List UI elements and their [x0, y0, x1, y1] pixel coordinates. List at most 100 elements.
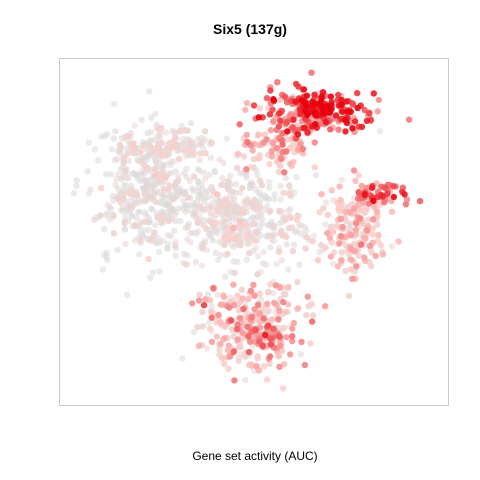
scatter-point — [381, 184, 389, 191]
scatter-point — [138, 116, 145, 124]
scatter-point — [234, 336, 241, 343]
scatter-point — [230, 348, 237, 356]
scatter-point — [153, 240, 161, 247]
scatter-point — [233, 164, 241, 171]
scatter-point — [264, 289, 272, 296]
scatter-point — [290, 116, 297, 123]
scatter-point — [246, 250, 253, 257]
scatter-point — [103, 170, 110, 178]
scatter-point — [270, 96, 277, 103]
scatter-point — [239, 329, 246, 336]
scatter-point — [196, 156, 203, 164]
scatter-point — [104, 209, 111, 217]
scatter-point — [180, 197, 187, 204]
scatter-point — [405, 116, 413, 123]
scatter-point — [321, 303, 329, 310]
scatter-point — [189, 300, 196, 307]
scatter-point — [97, 212, 104, 219]
scatter-point — [303, 311, 310, 319]
scatter-point — [369, 231, 376, 238]
scatter-point — [227, 353, 234, 360]
scatter-point — [152, 110, 159, 117]
scatter-point — [206, 217, 213, 224]
scatter-point — [298, 338, 305, 346]
scatter-point — [329, 260, 337, 267]
scatter-point — [114, 246, 121, 254]
scatter-point — [124, 150, 132, 157]
scatter-point — [190, 173, 198, 180]
scatter-point — [285, 224, 293, 232]
scatter-point — [374, 237, 382, 244]
scatter-point — [370, 197, 377, 205]
scatter-point — [242, 377, 249, 384]
scatter-point — [339, 223, 346, 231]
scatter-point — [202, 296, 209, 303]
scatter-point — [256, 105, 264, 112]
scatter-point — [370, 90, 377, 97]
scatter-point — [238, 286, 246, 293]
scatter-point — [275, 123, 283, 130]
scatter-point — [266, 360, 273, 367]
scatter-point — [166, 182, 173, 189]
scatter-point — [282, 174, 289, 182]
scatter-point — [187, 238, 194, 246]
x-axis-label: Gene set activity (AUC) — [192, 449, 318, 463]
scatter-point — [110, 100, 118, 107]
scatter-point — [384, 190, 391, 197]
scatter-point — [390, 193, 398, 201]
scatter-point — [252, 326, 259, 334]
scatter-point — [308, 300, 316, 308]
scatter-point — [103, 249, 110, 256]
scatter-point — [141, 218, 149, 225]
scatter-point — [199, 245, 206, 252]
scatter-point — [230, 281, 237, 288]
scatter-point — [263, 136, 270, 143]
scatter-point — [366, 109, 373, 116]
scatter-point — [139, 177, 147, 184]
scatter-point — [312, 172, 320, 179]
scatter-point — [287, 191, 294, 199]
scatter-point — [342, 128, 349, 135]
scatter-point — [141, 191, 148, 198]
scatter-point — [296, 261, 303, 268]
scatter-point — [266, 353, 274, 360]
scatter-point — [158, 139, 165, 147]
scatter-point — [203, 345, 211, 352]
scatter-point — [118, 189, 126, 196]
scatter-point — [314, 257, 322, 264]
scatter-point — [186, 177, 193, 184]
scatter-point — [234, 150, 242, 158]
scatter-point — [128, 182, 135, 189]
scatter-point — [289, 325, 296, 332]
scatter-point — [226, 304, 233, 311]
scatter-point — [146, 143, 153, 150]
scatter-point — [171, 129, 178, 136]
scatter-point — [272, 282, 280, 289]
scatter-point — [318, 96, 325, 103]
scatter-point — [259, 342, 266, 350]
scatter-point — [236, 343, 243, 350]
scatter-point — [148, 237, 155, 244]
scatter-point — [369, 184, 376, 191]
scatter-point — [294, 146, 302, 153]
scatter-point — [190, 187, 197, 194]
scatter-point — [250, 281, 257, 289]
scatter-point — [171, 212, 178, 219]
scatter-point — [209, 309, 216, 317]
scatter-point — [73, 177, 80, 184]
scatter-point — [221, 334, 228, 342]
scatter-point — [276, 208, 283, 215]
scatter-point — [200, 169, 207, 176]
scatter-point — [112, 128, 119, 135]
scatter-point — [115, 170, 122, 178]
scatter-point — [352, 226, 359, 233]
scatter-point — [116, 141, 124, 149]
scatter-point — [252, 244, 260, 252]
scatter-point — [244, 138, 251, 146]
scatter-point — [283, 148, 290, 155]
scatter-point — [223, 135, 230, 142]
scatter-point — [142, 196, 149, 204]
scatter-point — [247, 338, 254, 345]
scatter-point — [390, 183, 397, 190]
scatter-point — [265, 307, 272, 315]
